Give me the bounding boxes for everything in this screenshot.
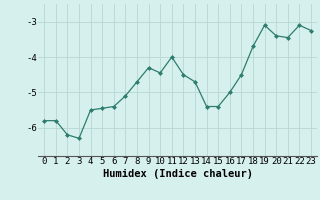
- X-axis label: Humidex (Indice chaleur): Humidex (Indice chaleur): [103, 169, 252, 179]
